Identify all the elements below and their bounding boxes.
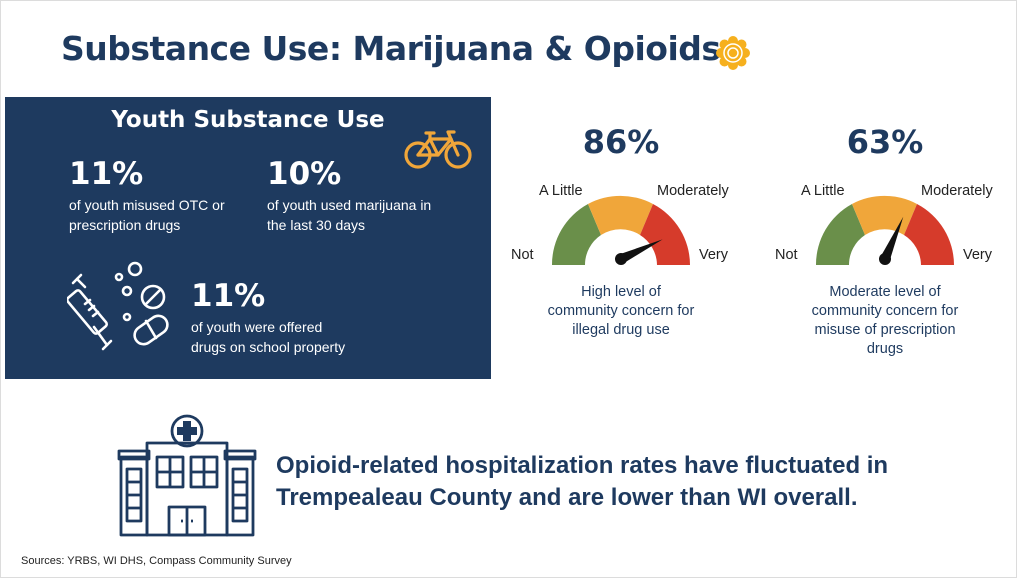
page-title: Substance Use: Marijuana & Opioids	[61, 29, 721, 68]
stat-description-line: prescription drugs	[69, 217, 181, 233]
gauge-label-very: Very	[699, 247, 729, 263]
gauge-caption: High level of community concern for ille…	[501, 283, 741, 340]
gauge-label-very: Very	[963, 247, 993, 263]
gauge-caption-line: misuse of prescription	[814, 322, 956, 338]
gauge-dial	[551, 195, 690, 265]
gauge-caption-line: High level of	[581, 284, 661, 300]
gauge-needle	[615, 239, 663, 265]
gauge-needle	[879, 216, 904, 265]
gauge-percent: 86%	[582, 123, 660, 161]
stat-otc-misuse: 11% of youth misused OTC or prescription…	[69, 157, 259, 235]
stat-description-line: of youth were offered	[191, 319, 323, 335]
gauge-label-moderately: Moderately	[657, 183, 729, 199]
gauge-label-not: Not	[775, 247, 798, 263]
opioid-statement-line: Opioid-related hospitalization rates hav…	[276, 452, 889, 479]
opioid-statement: Opioid-related hospitalization rates hav…	[276, 450, 976, 514]
stat-marijuana-use: 10% of youth used marijuana in the last …	[267, 157, 467, 235]
gauge-percent: 63%	[846, 123, 924, 161]
hospital-icon	[117, 414, 257, 537]
stat-description-line: the last 30 days	[267, 217, 366, 233]
stat-value: 10%	[267, 156, 342, 192]
gauge-segment-green	[551, 204, 601, 265]
gauge-caption-line: drugs	[866, 341, 904, 357]
gauge-segment-red	[904, 204, 954, 265]
gauge-segment-green	[815, 204, 865, 265]
stat-description: of youth were offered drugs on school pr…	[191, 317, 391, 357]
gauge-caption-line: community concern for	[547, 303, 695, 319]
stat-description: of youth misused OTC or prescription dru…	[69, 195, 259, 235]
stat-description-line: of youth used marijuana in	[267, 197, 432, 213]
gauge-caption-line: Moderate level of	[829, 284, 941, 300]
stat-description-line: of youth misused OTC or	[69, 197, 225, 213]
opioid-statement-line: Trempealeau County and are lower than WI…	[276, 484, 858, 511]
gauge-label-a-little: A Little	[801, 183, 845, 199]
stat-offered-drugs: 11% of youth were offered drugs on schoo…	[191, 279, 391, 357]
stat-description-line: drugs on school property	[191, 339, 346, 355]
gauge-caption: Moderate level of community concern for …	[765, 283, 1005, 359]
bicycle-icon	[404, 130, 472, 169]
gauge-label-moderately: Moderately	[921, 183, 993, 199]
gauge-segment-red	[640, 204, 690, 265]
gauge-label-a-little: A Little	[539, 183, 583, 199]
gauge-caption-line: community concern for	[811, 303, 959, 319]
gauge-segment-orange	[852, 195, 917, 235]
gauge-segment-orange	[588, 195, 653, 235]
syringe-pills-icon	[67, 261, 169, 351]
gauge-label-not: Not	[511, 247, 534, 263]
youth-substance-panel: Youth Substance Use 11% of youth misused…	[5, 97, 491, 379]
gauge-caption-line: illegal drug use	[572, 322, 670, 338]
youth-panel-title: Youth Substance Use	[111, 107, 385, 133]
stat-value: 11%	[69, 156, 144, 192]
sun-icon	[716, 36, 750, 70]
sources-note: Sources: YRBS, WI DHS, Compass Community…	[21, 555, 292, 567]
stat-description: of youth used marijuana in the last 30 d…	[267, 195, 467, 235]
stat-value: 11%	[191, 278, 266, 314]
gauge-dial	[815, 195, 954, 265]
